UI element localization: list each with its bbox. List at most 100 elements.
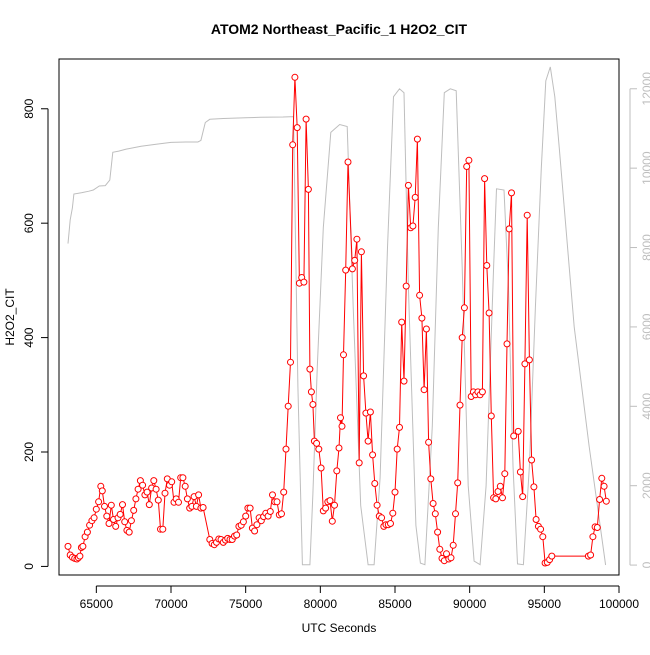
h2o2-point [487, 412, 495, 420]
h2o2-point [398, 318, 406, 326]
h2o2-point [378, 514, 386, 522]
h2o2-point [589, 533, 597, 541]
x-tick-label: 65000 [80, 597, 114, 611]
h2o2-point [64, 542, 72, 550]
h2o2-point [596, 496, 604, 503]
h2o2-point [587, 551, 595, 559]
h2o2-point [287, 358, 294, 366]
h2o2-point [449, 541, 457, 549]
h2o2-point [420, 386, 428, 394]
h2o2-point [598, 474, 606, 482]
h2o2-point [335, 444, 343, 452]
x-axis-label: UTC Seconds [302, 621, 377, 635]
h2o2-point [452, 510, 459, 518]
h2o2-point [307, 388, 315, 396]
h2o2-point [366, 408, 374, 416]
h2o2-point [463, 163, 471, 170]
h2o2-point [280, 488, 288, 496]
h2o2-point [130, 506, 138, 514]
h2o2-point [402, 282, 410, 290]
h2o2-point [530, 483, 538, 491]
h2o2-point [127, 517, 135, 525]
x-tick-label: 75000 [229, 597, 263, 611]
h2o2-point [447, 554, 455, 562]
h2o2-point [600, 482, 608, 490]
altitude-series [67, 66, 607, 566]
h2o2-point [389, 509, 397, 517]
h2o2-point [98, 487, 106, 495]
y2-tick-label: 4000 [640, 393, 650, 420]
x-tick-label: 80000 [304, 597, 338, 611]
h2o2-point [409, 222, 417, 230]
h2o2-point [369, 451, 377, 459]
y-tick-label: 0 [22, 563, 36, 570]
h2o2-point [431, 510, 439, 518]
h2o2-point [322, 504, 330, 512]
x-tick-label: 85000 [378, 597, 412, 611]
h2o2-point [422, 325, 430, 333]
h2o2-point [179, 474, 187, 482]
h2o2-point [434, 528, 442, 536]
h2o2-point [429, 500, 437, 507]
h2o2-point [525, 356, 533, 364]
h2o2-point [239, 518, 247, 526]
x-tick-label: 95000 [528, 597, 562, 611]
h2o2-point [357, 248, 365, 256]
y2-tick-label: 2000 [640, 472, 650, 499]
h2o2-point [315, 445, 323, 453]
h2o2-point [154, 496, 162, 504]
h2o2-point [523, 211, 531, 219]
h2o2-point [284, 402, 292, 410]
h2o2-point [537, 525, 545, 533]
h2o2-point [168, 478, 176, 486]
h2o2-point [351, 256, 359, 264]
h2o2-point [302, 115, 310, 123]
h2o2-point [521, 360, 529, 368]
h2o2-point [348, 265, 356, 273]
h2o2-point [76, 552, 84, 560]
h2o2-point [282, 445, 290, 453]
y-tick-label: 600 [22, 213, 36, 233]
h2o2-point [273, 498, 281, 506]
h2o2-point [404, 181, 412, 189]
h2o2-point [132, 495, 140, 503]
h2o2-point [411, 193, 419, 201]
h2o2-point [112, 522, 120, 530]
h2o2-point [454, 479, 462, 487]
h2o2-point [242, 512, 250, 520]
y-tick-label: 400 [22, 327, 36, 347]
h2o2-point [125, 528, 133, 536]
y2-tick-label: 12000 [640, 72, 650, 106]
y-tick-label: 200 [22, 442, 36, 462]
h2o2-point [181, 482, 189, 490]
h2o2-point [313, 439, 321, 447]
plot-frame [58, 58, 620, 576]
h2o2-point [499, 494, 506, 502]
h2o2-point [492, 495, 500, 503]
h2o2-point [602, 497, 610, 505]
x-tick-label: 90000 [453, 597, 487, 611]
h2o2-point [400, 377, 408, 385]
h2o2-point [116, 510, 124, 518]
h2o2-point [485, 309, 493, 317]
y2-tick-label: 10000 [640, 151, 650, 185]
y2-tick-label: 6000 [640, 313, 650, 340]
h2o2-point [514, 427, 522, 435]
h2o2-point [496, 482, 504, 490]
h2o2-point [510, 432, 518, 440]
x-tick-label: 100000 [599, 597, 639, 611]
h2o2-point [291, 73, 299, 81]
h2o2-point [391, 488, 399, 496]
h2o2-point [364, 437, 372, 445]
h2o2-point [393, 445, 401, 453]
h2o2-point [483, 262, 491, 269]
h2o2-point [233, 531, 241, 539]
h2o2-point [427, 475, 435, 483]
h2o2-point [293, 124, 301, 132]
h2o2-point [425, 438, 433, 446]
y-axis-right: 0 2000 4000 6000 8000 10000 12000 [629, 72, 650, 568]
h2o2-point [309, 401, 317, 408]
